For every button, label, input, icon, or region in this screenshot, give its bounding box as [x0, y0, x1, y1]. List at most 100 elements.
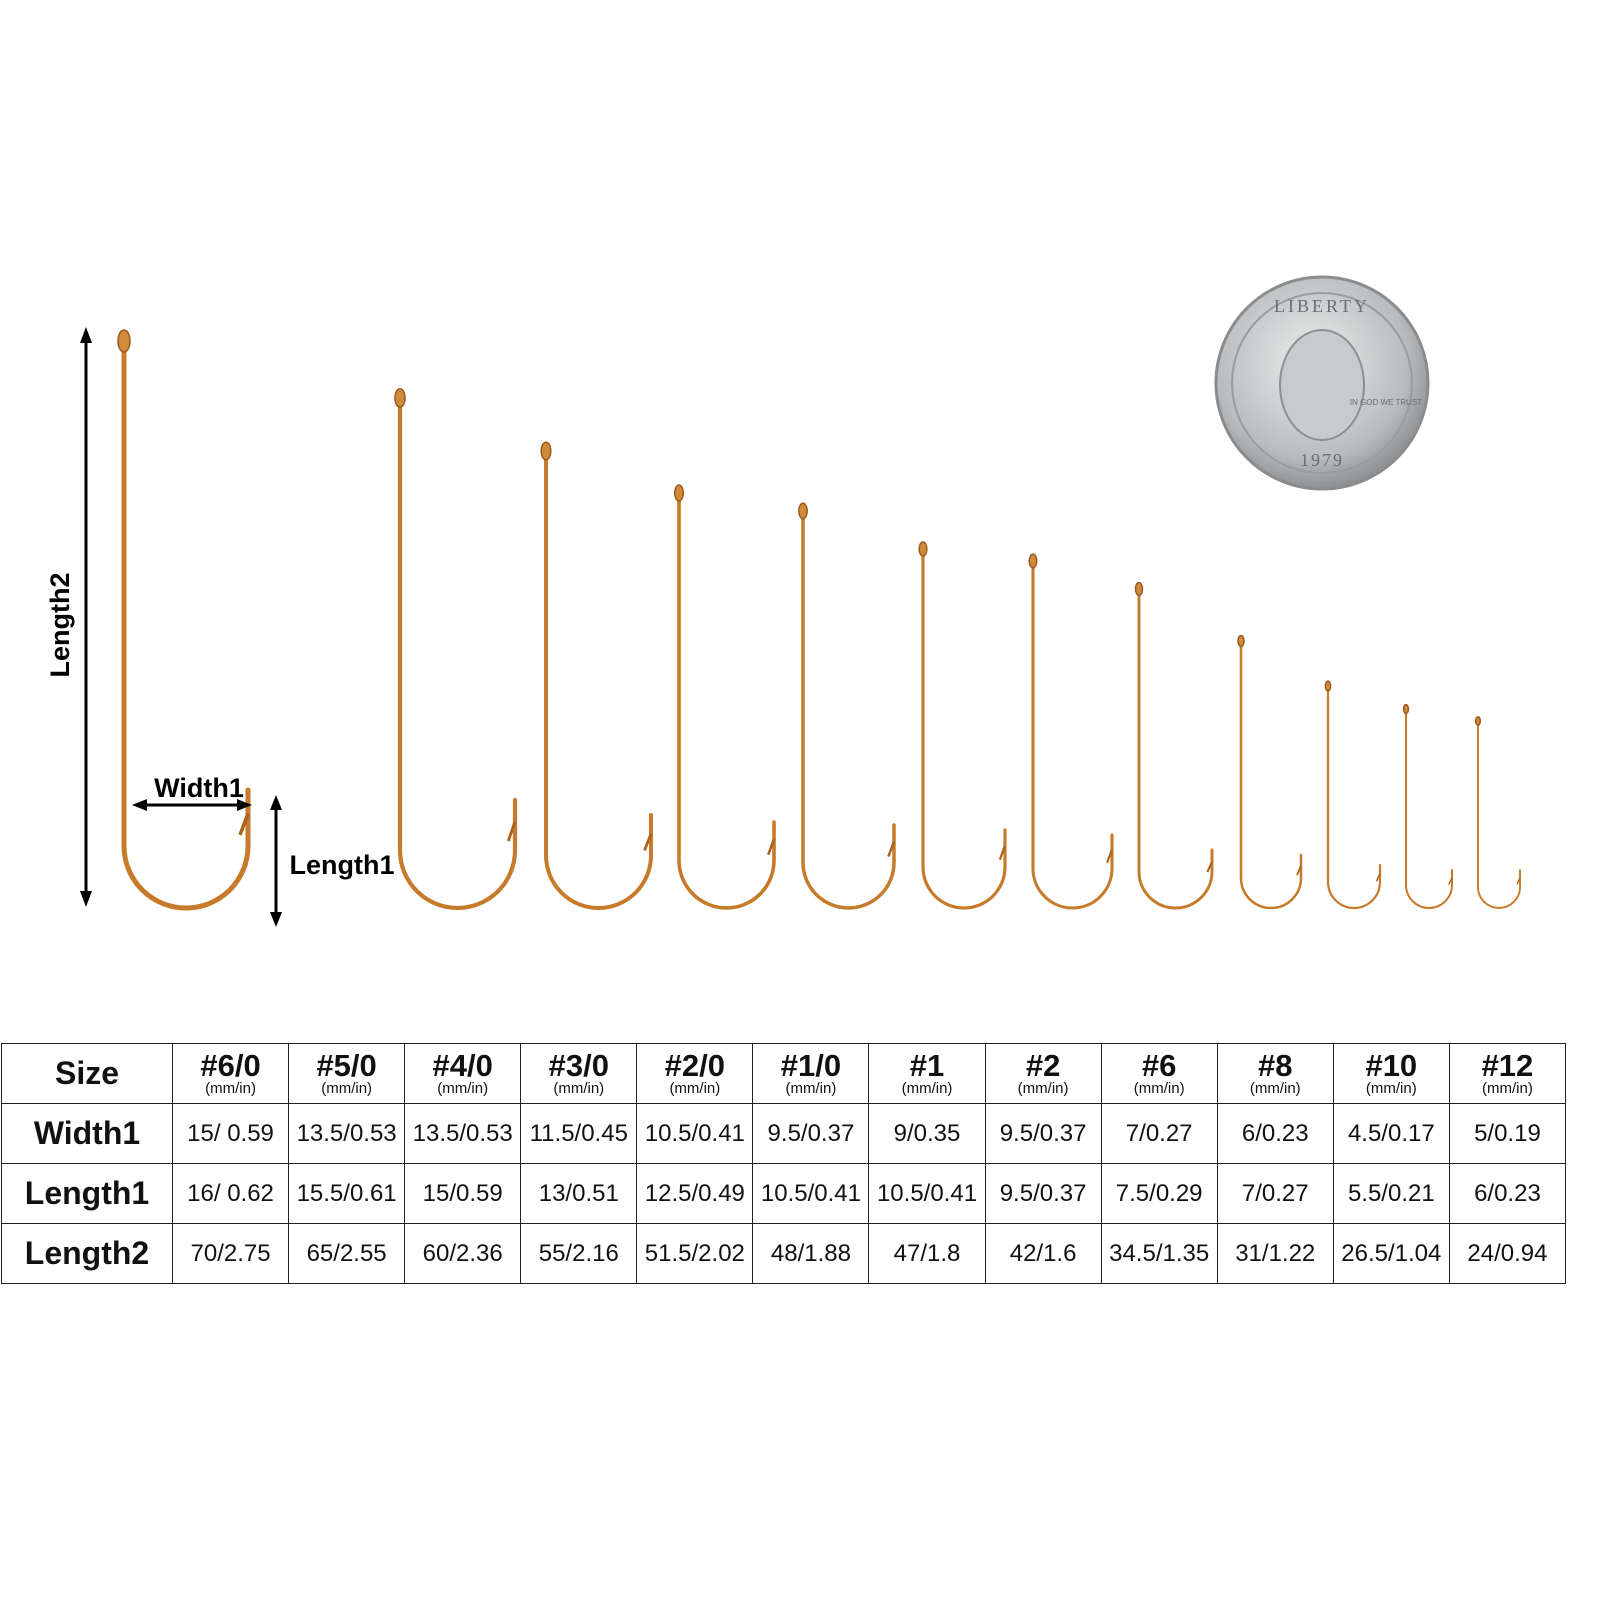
size-label: #12 — [1481, 1048, 1534, 1083]
header-row: Size #6/0 (mm/in) #5/0 (mm/in) #4/0 (mm/in) #3/… — [1, 1043, 1567, 1104]
size-cell: #4/0 (mm/in) — [404, 1043, 522, 1104]
hooks — [117, 329, 1521, 911]
size-label: #5/0 — [316, 1048, 377, 1083]
unit-label: (mm/in) — [1133, 1080, 1185, 1097]
unit-label: (mm/in) — [553, 1080, 605, 1097]
value-cell: 9.5/0.37 — [984, 1163, 1102, 1224]
value-cell: 55/2.16 — [520, 1223, 638, 1284]
data-row: Length1 16/ 0.62 15.5/0.61 15/0.59 13/0.51 12… — [1, 1163, 1567, 1224]
size-label: #8 — [1258, 1048, 1293, 1083]
value-cell: 47/1.8 — [868, 1223, 986, 1284]
hook-eye — [1237, 634, 1245, 648]
hook — [801, 511, 896, 910]
value-cell: 4.5/0.17 — [1332, 1103, 1450, 1164]
size-label: #10 — [1365, 1048, 1418, 1083]
value-cell: 13.5/0.53 — [288, 1103, 406, 1164]
value-cell: 5/0.19 — [1448, 1103, 1567, 1164]
value-cell: 15.5/0.61 — [288, 1163, 406, 1224]
value-cell: 31/1.22 — [1216, 1223, 1334, 1284]
size-label: #2 — [1025, 1048, 1061, 1083]
hook — [1031, 561, 1114, 910]
size-cell: #12 (mm/in) — [1448, 1043, 1567, 1104]
width1-label: Width1 — [154, 773, 244, 803]
hook-barb — [998, 845, 1007, 861]
hook-barb — [1206, 861, 1213, 873]
hook-barb — [1296, 865, 1302, 876]
coin: LIBERTY IN GOD WE TRUST 1979 — [1214, 275, 1430, 491]
hook — [1326, 686, 1382, 910]
size-cell: #3/0 (mm/in) — [520, 1043, 638, 1104]
value-cell: 48/1.88 — [752, 1223, 870, 1284]
hook-eye — [918, 541, 928, 557]
size-cell: #8 (mm/in) — [1216, 1043, 1334, 1104]
unit-label: (mm/in) — [1017, 1080, 1069, 1097]
size-cell: #5/0 (mm/in) — [288, 1043, 406, 1104]
hook-diagram: LIBERTY IN GOD WE TRUST 1979 Length2 Wid… — [45, 275, 1521, 927]
hook-barb — [1375, 873, 1381, 882]
hook-eye — [1134, 581, 1144, 597]
value-cell: 10.5/0.41 — [752, 1163, 870, 1224]
size-cell: #1/0 (mm/in) — [752, 1043, 870, 1104]
size-cell: #10 (mm/in) — [1332, 1043, 1450, 1104]
value-cell: 6/0.23 — [1216, 1103, 1334, 1164]
hook — [121, 340, 251, 911]
value-cell: 7/0.27 — [1216, 1163, 1334, 1224]
size-label: #6/0 — [200, 1048, 261, 1083]
hook — [544, 451, 653, 910]
row-label: Length2 — [1, 1223, 173, 1284]
unit-label: (mm/in) — [785, 1080, 837, 1097]
value-cell: 9/0.35 — [868, 1103, 986, 1164]
value-cell: 51.5/2.02 — [636, 1223, 754, 1284]
hook-eye — [117, 329, 131, 353]
size-label: #3/0 — [548, 1048, 609, 1083]
hook — [397, 397, 518, 911]
hook — [1477, 722, 1521, 909]
data-row: Length2 70/2.75 65/2.55 60/2.36 55/2.16 51.5/… — [1, 1223, 1567, 1284]
size-label: #4/0 — [432, 1048, 493, 1083]
hook-barb — [1516, 877, 1521, 885]
size-cell: #1 (mm/in) — [868, 1043, 986, 1104]
hook-barb — [767, 838, 776, 856]
hook-eye — [1402, 703, 1410, 715]
hook — [1239, 641, 1303, 910]
value-cell: 5.5/0.21 — [1332, 1163, 1450, 1224]
unit-label: (mm/in) — [321, 1080, 373, 1097]
value-cell: 15/0.59 — [404, 1163, 522, 1224]
hook-barb — [1106, 849, 1114, 864]
row-label: Length1 — [1, 1163, 173, 1224]
value-cell: 70/2.75 — [171, 1223, 290, 1284]
hook-barb — [643, 833, 653, 851]
hook-eye — [1474, 716, 1482, 726]
hook — [1137, 589, 1214, 910]
coin-portrait — [1279, 329, 1365, 441]
hook-eye — [394, 388, 406, 408]
unit-label: (mm/in) — [437, 1080, 489, 1097]
value-cell: 10.5/0.41 — [636, 1103, 754, 1164]
value-cell: 7.5/0.29 — [1100, 1163, 1218, 1224]
unit-label: (mm/in) — [901, 1080, 953, 1097]
hook-barb — [238, 812, 250, 836]
hook-eye — [673, 484, 685, 502]
value-cell: 65/2.55 — [288, 1223, 406, 1284]
unit-label: (mm/in) — [669, 1080, 721, 1097]
size-label: #1/0 — [780, 1048, 842, 1083]
dimension-arrows — [80, 327, 282, 927]
hook-eye — [798, 502, 808, 520]
coin-year: 1979 — [1300, 450, 1344, 470]
hook — [677, 493, 776, 910]
value-cell: 11.5/0.45 — [520, 1103, 638, 1164]
hook — [921, 549, 1007, 910]
value-cell: 15/ 0.59 — [171, 1103, 290, 1164]
data-row: Width1 15/ 0.59 13.5/0.53 13.5/0.53 11.5/0.4… — [1, 1103, 1567, 1164]
value-cell: 9.5/0.37 — [984, 1103, 1102, 1164]
value-cell: 13.5/0.53 — [404, 1103, 522, 1164]
value-cell: 16/ 0.62 — [171, 1163, 290, 1224]
row-label: Width1 — [1, 1103, 173, 1164]
value-cell: 13/0.51 — [520, 1163, 638, 1224]
size-label: #1 — [909, 1048, 945, 1083]
arrow-heads — [132, 799, 252, 811]
hook-barb — [1448, 877, 1453, 885]
unit-label: (mm/in) — [1365, 1080, 1417, 1097]
hook-eye — [540, 441, 552, 461]
